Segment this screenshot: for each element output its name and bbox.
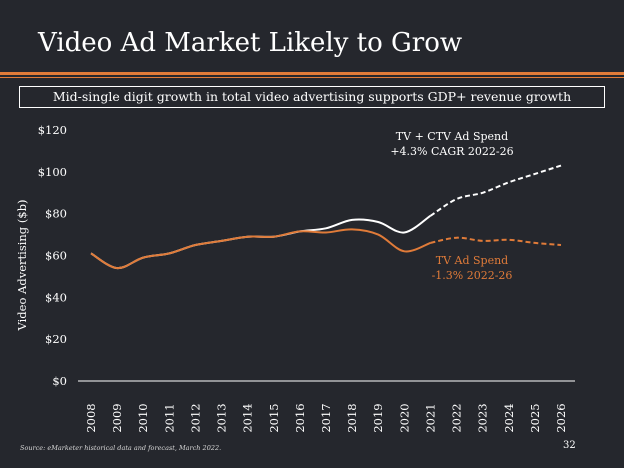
title-rule-thick bbox=[0, 72, 624, 75]
series-annotation: -1.3% 2022-26 bbox=[432, 269, 513, 282]
series-annotation: TV Ad Spend bbox=[436, 254, 508, 267]
source-note: Source: eMarketer historical data and fo… bbox=[20, 444, 222, 452]
series-line-tv-ctv bbox=[90, 214, 431, 270]
y-tick-label: $20 bbox=[45, 332, 67, 346]
x-tick-label: 2019 bbox=[371, 403, 385, 432]
x-tick-label: 2013 bbox=[215, 403, 229, 432]
x-tick-label: 2014 bbox=[241, 403, 255, 432]
x-tick-label: 2015 bbox=[267, 403, 281, 432]
x-tick-label: 2025 bbox=[528, 403, 542, 432]
title-rule-thin bbox=[0, 77, 624, 78]
x-tick-label: 2011 bbox=[162, 403, 176, 432]
series-line-tv bbox=[90, 228, 431, 270]
x-tick-label: 2017 bbox=[319, 403, 333, 432]
x-tick-label: 2009 bbox=[110, 403, 124, 432]
y-tick-label: $40 bbox=[45, 290, 67, 304]
y-tick-label: $120 bbox=[38, 123, 67, 137]
x-tick-label: 2016 bbox=[293, 403, 307, 432]
x-tick-label: 2020 bbox=[397, 403, 411, 432]
x-tick-label: 2023 bbox=[476, 403, 490, 432]
y-tick-label: $0 bbox=[52, 374, 67, 388]
x-tick-label: 2026 bbox=[554, 403, 568, 432]
x-tick-label: 2024 bbox=[502, 403, 516, 432]
series-forecast-tv bbox=[430, 236, 562, 246]
x-tick-label: 2021 bbox=[423, 403, 437, 432]
x-tick-label: 2022 bbox=[450, 403, 464, 432]
x-tick-label: 2010 bbox=[136, 403, 150, 432]
x-tick-label: 2012 bbox=[188, 403, 202, 432]
y-tick-label: $60 bbox=[45, 249, 67, 263]
y-tick-label: $80 bbox=[45, 207, 67, 221]
series-forecast-tv-ctv bbox=[429, 164, 562, 217]
series-annotation: TV + CTV Ad Spend bbox=[396, 130, 508, 143]
page-number: 32 bbox=[563, 440, 576, 451]
y-tick-label: $100 bbox=[38, 165, 67, 179]
series-annotation: +4.3% CAGR 2022-26 bbox=[390, 145, 513, 158]
x-tick-label: 2018 bbox=[345, 403, 359, 432]
subtitle-box: Mid-single digit growth in total video a… bbox=[19, 86, 605, 108]
x-tick-label: 2008 bbox=[84, 403, 98, 432]
slide-title: Video Ad Market Likely to Grow bbox=[38, 28, 463, 58]
